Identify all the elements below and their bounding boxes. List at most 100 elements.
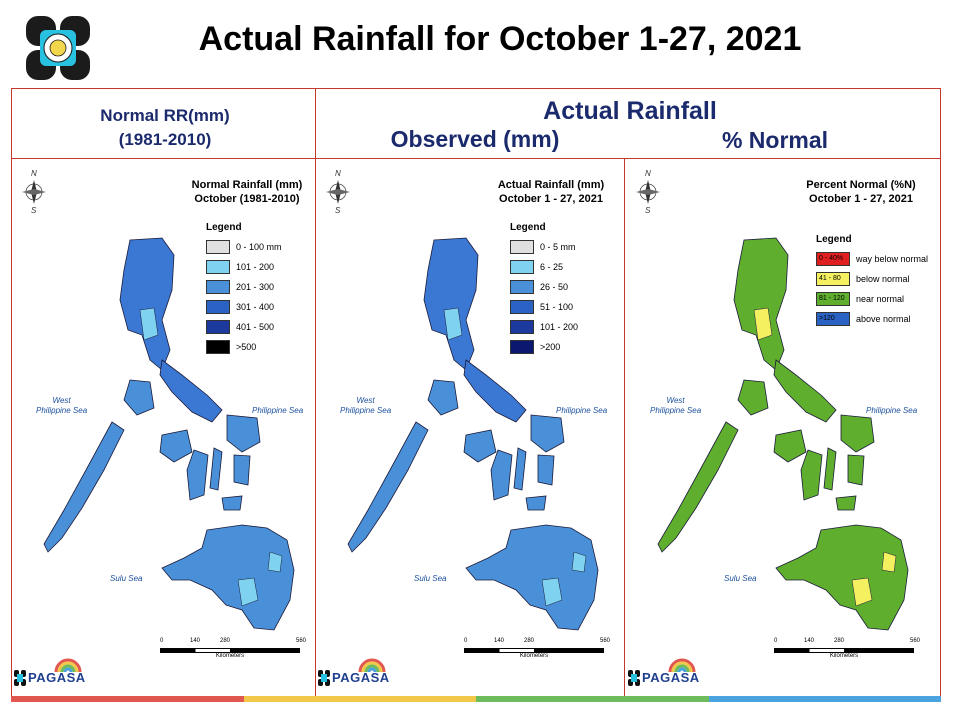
legend-swatch: 0 - 40%: [816, 251, 850, 266]
rainbow-icon: [358, 656, 386, 672]
compass-south: S: [645, 206, 651, 215]
legend-item: 6 - 25: [510, 259, 578, 274]
stripe-red: [11, 696, 244, 702]
legend-item: 0 - 40% way below normal: [816, 251, 928, 266]
compass-south: S: [335, 206, 341, 215]
legend-label: near normal: [856, 293, 905, 304]
scale-graphic: [160, 648, 300, 653]
legend-item: >200: [510, 339, 578, 354]
map-legend: Legend 0 - 5 mm 6 - 25 26 - 50 51 - 100 101 -…: [510, 222, 578, 359]
legend-item: >500: [206, 339, 282, 354]
map-panel-2: 0 140 280 560 Kilometers N S Actual Rainfall (m…: [316, 160, 624, 686]
mindanao-island: [161, 524, 295, 631]
scale-tick: 280: [220, 638, 231, 644]
scale-ticks: 0 140 280 560: [774, 638, 924, 648]
legend-item: 101 - 200: [206, 259, 282, 274]
philippine-sea-label: Philippine Sea: [252, 406, 304, 415]
panay-island: [773, 429, 807, 463]
west-label-line-2: Philippine Sea: [36, 406, 88, 415]
compass-north: N: [335, 169, 341, 178]
scale-tick: 0: [160, 638, 164, 644]
mindoro-island: [737, 379, 769, 416]
compass-south: S: [31, 206, 37, 215]
pagasa-logo: PAGASA: [628, 656, 708, 690]
samar-island: [530, 414, 565, 453]
pagasa-symbol-icon: [318, 670, 330, 686]
pagasa-logo: PAGASA: [318, 656, 398, 690]
legend-item: 0 - 5 mm: [510, 239, 578, 254]
pagasa-wordmark: PAGASA: [28, 670, 86, 685]
sulu-sea-label: Sulu Sea: [414, 574, 447, 583]
west-label-line-2: Philippine Sea: [650, 406, 702, 415]
map-title-line-1: Percent Normal (%N): [806, 179, 916, 191]
legend-swatch: 81 - 120: [816, 291, 850, 306]
legend-item: 51 - 100: [510, 299, 578, 314]
stripe-yellow: [243, 696, 476, 702]
scale-ticks: 0 140 280 560: [464, 638, 614, 648]
legend-swatch: [206, 239, 230, 254]
palawan-island: [347, 421, 429, 553]
sulu-sea-label: Sulu Sea: [724, 574, 757, 583]
negros-island: [186, 449, 209, 501]
bicol-peninsula: [463, 359, 527, 423]
samar-island: [226, 414, 261, 453]
header-percent-normal: % Normal: [721, 127, 829, 153]
west-label-line-1: West: [52, 396, 71, 405]
map-legend: Legend 0 - 100 mm 101 - 200 201 - 300 301 - …: [206, 222, 282, 359]
map-patch-2: [237, 577, 259, 607]
pagasa-wordmark: PAGASA: [642, 670, 700, 685]
legend-title: Legend: [510, 222, 546, 233]
scale-tick: 0: [464, 638, 468, 644]
map-patch-1: [443, 307, 463, 341]
leyte-island: [847, 454, 865, 486]
compass-north: N: [645, 169, 651, 178]
map-panel-3: 0 140 280 560 Kilometers N S Percent Normal (%N…: [626, 160, 934, 686]
header-observed: Observed (mm): [390, 126, 560, 152]
luzon-island: [423, 237, 479, 371]
scale-unit: Kilometers: [519, 653, 549, 659]
compass-north: N: [31, 169, 37, 178]
map-patch-2: [541, 577, 563, 607]
legend-swatch: [206, 319, 230, 334]
legend-range: 41 - 80: [819, 274, 841, 282]
luzon-island: [119, 237, 175, 371]
legend-title: Legend: [206, 222, 242, 233]
bicol-peninsula: [773, 359, 837, 423]
legend-label: 51 - 100: [540, 301, 574, 312]
bohol-island: [525, 495, 547, 511]
legend-label: >500: [236, 341, 257, 352]
panay-island: [159, 429, 193, 463]
philippines-map: [326, 180, 599, 631]
legend-item: 41 - 80 below normal: [816, 271, 928, 286]
legend-swatch: [206, 259, 230, 274]
west-philippine-sea-label: West Philippine Sea: [650, 396, 701, 416]
cebu-island: [823, 447, 837, 491]
legend-label: 201 - 300: [236, 281, 275, 292]
legend-label: 101 - 200: [540, 321, 579, 332]
scale-graphic: [464, 648, 604, 653]
map-patch-1: [139, 307, 159, 341]
dost-logo: [24, 14, 92, 82]
map-title: Percent Normal (%N) October 1 - 27, 2021: [791, 178, 931, 206]
philippine-sea-label: Philippine Sea: [556, 406, 608, 415]
west-label-line-1: West: [666, 396, 685, 405]
scale-unit: Kilometers: [215, 653, 245, 659]
philippine-sea-label: Philippine Sea: [866, 406, 918, 415]
scale-tick: 140: [804, 638, 815, 644]
header-normal: Normal RR(mm) (1981-2010): [20, 104, 310, 152]
legend-swatch: [206, 279, 230, 294]
scale-tick: 280: [524, 638, 535, 644]
map-patch-3: [881, 551, 897, 573]
legend-label: 401 - 500: [236, 321, 275, 332]
scale-bar: 0 140 280 560 Kilometers: [160, 638, 310, 659]
scale-tick: 560: [600, 638, 611, 644]
legend-label: 6 - 25: [540, 261, 564, 272]
west-philippine-sea-label: West Philippine Sea: [340, 396, 391, 416]
map-title-line-1: Normal Rainfall (mm): [191, 179, 303, 191]
samar-island: [840, 414, 875, 453]
legend-item: 201 - 300: [206, 279, 282, 294]
mindanao-island: [465, 524, 599, 631]
leyte-island: [233, 454, 251, 486]
pagasa-wordmark: PAGASA: [332, 670, 390, 685]
cebu-island: [209, 447, 223, 491]
